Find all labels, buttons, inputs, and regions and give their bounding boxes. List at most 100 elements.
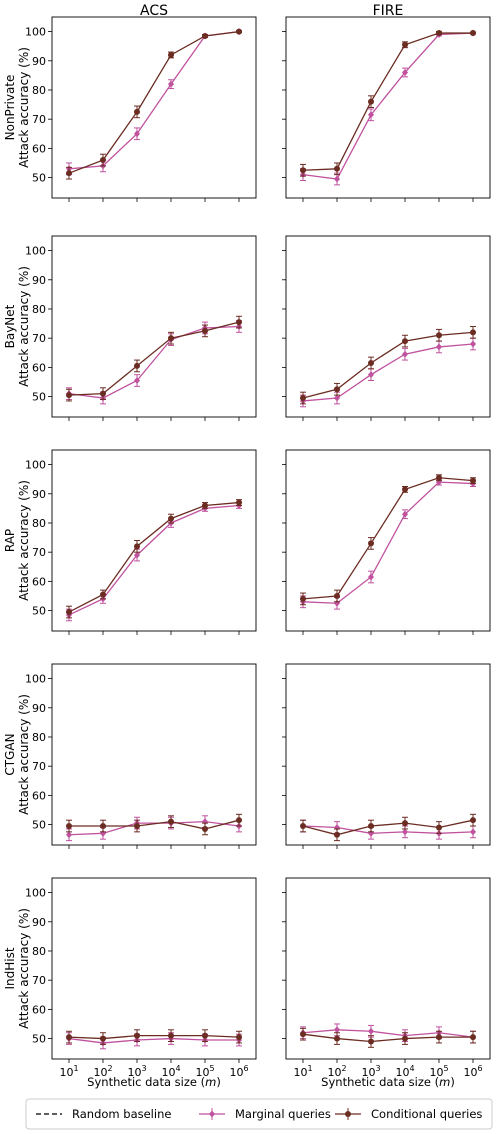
column-title-acs: ACS bbox=[140, 3, 168, 19]
conditional-series-point bbox=[202, 825, 208, 832]
conditional-series-point bbox=[368, 1038, 374, 1045]
x-axis-label-text: Synthetic data size ( bbox=[321, 1075, 439, 1089]
y-tick-label: 60 bbox=[32, 789, 46, 802]
conditional-series-point bbox=[368, 359, 374, 366]
conditional-series-point bbox=[436, 30, 442, 37]
y-tick-label: 80 bbox=[32, 731, 46, 744]
marginal-series-line bbox=[302, 1029, 474, 1038]
x-axis-label-var: m bbox=[205, 1075, 216, 1089]
panel-frame bbox=[285, 235, 491, 418]
y-axis-label: Attack accuracy (%) bbox=[17, 694, 31, 815]
y-tick-label: 60 bbox=[32, 1003, 46, 1016]
y-tick-label: 70 bbox=[32, 332, 46, 345]
conditional-series-point bbox=[134, 823, 140, 830]
panel-frame bbox=[51, 235, 257, 418]
marginal-series-line bbox=[302, 32, 474, 180]
y-axis-label: Attack accuracy (%) bbox=[17, 480, 31, 601]
marginal-series-line bbox=[302, 343, 474, 402]
legend-label-conditional: Conditional queries bbox=[371, 1107, 482, 1121]
y-tick-label: 100 bbox=[25, 245, 46, 258]
conditional-series-point bbox=[168, 1032, 174, 1039]
marginal-series-line bbox=[68, 1037, 239, 1044]
conditional-series-point bbox=[300, 1031, 306, 1038]
conditional-series-point bbox=[334, 386, 340, 393]
x-tick-exponent: 2 bbox=[341, 1064, 346, 1073]
marginal-series-point bbox=[368, 1027, 374, 1035]
y-tick-label: 70 bbox=[32, 546, 46, 559]
row-label-rap: RAPAttack accuracy (%) bbox=[3, 480, 31, 601]
conditional-series-point bbox=[300, 167, 306, 174]
marginal-series-point bbox=[470, 828, 476, 836]
conditional-series-point bbox=[236, 1034, 242, 1041]
marginal-series-line bbox=[302, 825, 474, 834]
x-tick-base: 10 bbox=[463, 1066, 477, 1079]
y-tick-label: 100 bbox=[25, 887, 46, 900]
x-tick-base: 10 bbox=[59, 1066, 73, 1079]
conditional-series-line bbox=[302, 477, 474, 600]
y-tick-label: 100 bbox=[25, 26, 46, 39]
conditional-series-line bbox=[68, 321, 240, 396]
marginal-series-point bbox=[470, 340, 476, 348]
x-tick-exponent: 5 bbox=[209, 1064, 214, 1073]
panel-nonprivate-acs: 50 60 70 80 90 100 bbox=[25, 16, 257, 202]
conditional-series-point bbox=[100, 823, 106, 830]
legend-conditional-marker bbox=[345, 1111, 351, 1117]
panel-rap-fire bbox=[282, 449, 491, 635]
conditional-series-point bbox=[300, 595, 306, 602]
y-tick-label: 90 bbox=[32, 916, 46, 929]
x-tick-exponent: 6 bbox=[243, 1064, 248, 1073]
panel-frame bbox=[51, 16, 257, 199]
y-tick-label: 80 bbox=[32, 517, 46, 530]
marginal-series-point bbox=[368, 111, 374, 119]
panel-ctgan-fire bbox=[282, 663, 491, 849]
conditional-series-point bbox=[334, 592, 340, 599]
conditional-series-point bbox=[100, 1035, 106, 1042]
x-axis-label-close: ) bbox=[450, 1075, 455, 1089]
x-tick-label: 106 bbox=[463, 1064, 482, 1079]
marginal-series-point bbox=[402, 510, 408, 518]
legend-label-marginal: Marginal queries bbox=[235, 1107, 331, 1121]
conditional-series-point bbox=[202, 1032, 208, 1039]
conditional-series-point bbox=[66, 392, 72, 399]
marginal-series-point bbox=[368, 371, 374, 379]
x-axis-label-close: ) bbox=[216, 1075, 221, 1089]
conditional-series-point bbox=[202, 502, 208, 509]
y-tick-label: 60 bbox=[32, 142, 46, 155]
conditional-series-point bbox=[334, 831, 340, 838]
row-label-indhist: IndHistAttack accuracy (%) bbox=[3, 908, 31, 1029]
y-tick-label: 100 bbox=[25, 459, 46, 472]
conditional-series-point bbox=[436, 1034, 442, 1041]
x-tick-exponent: 4 bbox=[409, 1064, 414, 1073]
y-tick-label: 90 bbox=[32, 702, 46, 715]
x-tick-base: 10 bbox=[229, 1066, 243, 1079]
x-tick-exponent: 5 bbox=[443, 1064, 448, 1073]
conditional-series-point bbox=[66, 1034, 72, 1041]
x-tick-base: 10 bbox=[293, 1066, 307, 1079]
marginal-series-point bbox=[334, 175, 340, 183]
y-axis-label: Attack accuracy (%) bbox=[17, 908, 31, 1029]
conditional-series-point bbox=[470, 817, 476, 824]
row-label-nonprivate: NonPrivateAttack accuracy (%) bbox=[3, 47, 31, 168]
x-tick-label: 104 bbox=[395, 1064, 414, 1079]
x-tick-base: 10 bbox=[395, 1066, 409, 1079]
conditional-series-point bbox=[100, 157, 106, 164]
y-tick-label: 70 bbox=[32, 760, 46, 773]
y-tick-label: 80 bbox=[32, 84, 46, 97]
panel-baynet-acs: 50 60 70 80 90 100 bbox=[25, 235, 257, 421]
x-tick-label: 105 bbox=[195, 1064, 214, 1079]
y-tick-label: 70 bbox=[32, 974, 46, 987]
conditional-series-point bbox=[100, 591, 106, 598]
conditional-series-line bbox=[69, 819, 240, 830]
x-axis-label-acs: Synthetic data size (m) bbox=[87, 1075, 221, 1089]
x-tick-exponent: 1 bbox=[307, 1064, 312, 1073]
conditional-series-point bbox=[436, 332, 442, 339]
panel-frame bbox=[51, 449, 257, 632]
conditional-series-point bbox=[66, 823, 72, 830]
conditional-series-point bbox=[236, 319, 242, 326]
conditional-series-point bbox=[436, 474, 442, 481]
panel-ctgan-acs: 50 60 70 80 90 100 bbox=[25, 663, 257, 849]
x-tick-label: 104 bbox=[161, 1064, 180, 1079]
column-title-fire: FIRE bbox=[373, 3, 404, 19]
x-tick-base: 10 bbox=[195, 1066, 209, 1079]
legend: Random baseline Marginal queries Condition… bbox=[25, 1098, 493, 1130]
